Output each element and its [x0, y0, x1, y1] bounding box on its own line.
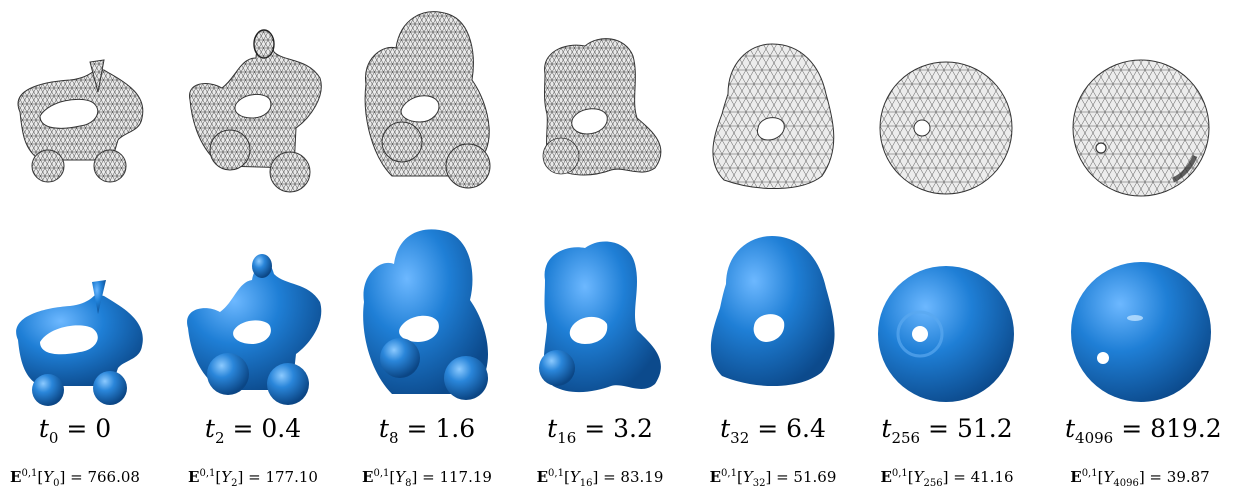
mesh-shape-4 — [712, 43, 835, 190]
energy-label-5: E0,1[Y256] = 41.16 — [880, 468, 1014, 489]
energy-label-4: E0,1[Y32] = 51.69 — [709, 468, 837, 489]
stage-column-4: t32 = 6.4 E0,1[Y32] = 51.69 — [698, 0, 848, 500]
mesh-shape-0 — [17, 59, 144, 183]
time-label-1: t2 = 0.4 — [204, 414, 302, 447]
time-label-4: t32 = 6.4 — [720, 414, 826, 447]
stage-column-0: t0 = 0 E0,1[Y0] = 766.08 — [0, 0, 150, 500]
energy-label-2: E0,1[Y8] = 117.19 — [362, 468, 492, 489]
stage-column-5: t256 = 51.2 E0,1[Y256] = 41.16 — [872, 0, 1022, 500]
energy-label-6: E0,1[Y4096] = 39.87 — [1070, 468, 1210, 489]
mesh-shape-2 — [364, 11, 491, 189]
mesh-shape-3 — [542, 38, 662, 176]
smooth-shape-1 — [187, 254, 322, 405]
stage-column-3: t16 = 3.2 E0,1[Y16] = 83.19 — [525, 0, 675, 500]
energy-label-0: E0,1[Y0] = 766.08 — [10, 468, 140, 489]
smooth-shape-2 — [363, 229, 489, 400]
time-label-5: t256 = 51.2 — [881, 414, 1013, 447]
time-label-6: t4096 = 819.2 — [1065, 414, 1222, 447]
mesh-shape-6 — [1072, 59, 1210, 197]
time-label-2: t8 = 1.6 — [378, 414, 476, 447]
time-label-3: t16 = 3.2 — [547, 414, 653, 447]
smooth-shape-4 — [710, 236, 835, 387]
energy-label-1: E0,1[Y2] = 177.10 — [188, 468, 318, 489]
energy-label-3: E0,1[Y16] = 83.19 — [536, 468, 664, 489]
mesh-shape-1 — [189, 29, 322, 193]
smooth-shape-5 — [878, 266, 1014, 402]
smooth-shape-0 — [16, 280, 143, 406]
time-label-0: t0 = 0 — [38, 414, 112, 447]
stage-column-2: t8 = 1.6 E0,1[Y8] = 117.19 — [352, 0, 502, 500]
mesh-shape-5 — [879, 61, 1013, 195]
smooth-shape-3 — [539, 241, 661, 393]
stage-column-1: t2 = 0.4 E0,1[Y2] = 177.10 — [178, 0, 328, 500]
stage-column-6: t4096 = 819.2 E0,1[Y4096] = 39.87 — [1065, 0, 1222, 500]
smooth-shape-6 — [1071, 262, 1211, 402]
